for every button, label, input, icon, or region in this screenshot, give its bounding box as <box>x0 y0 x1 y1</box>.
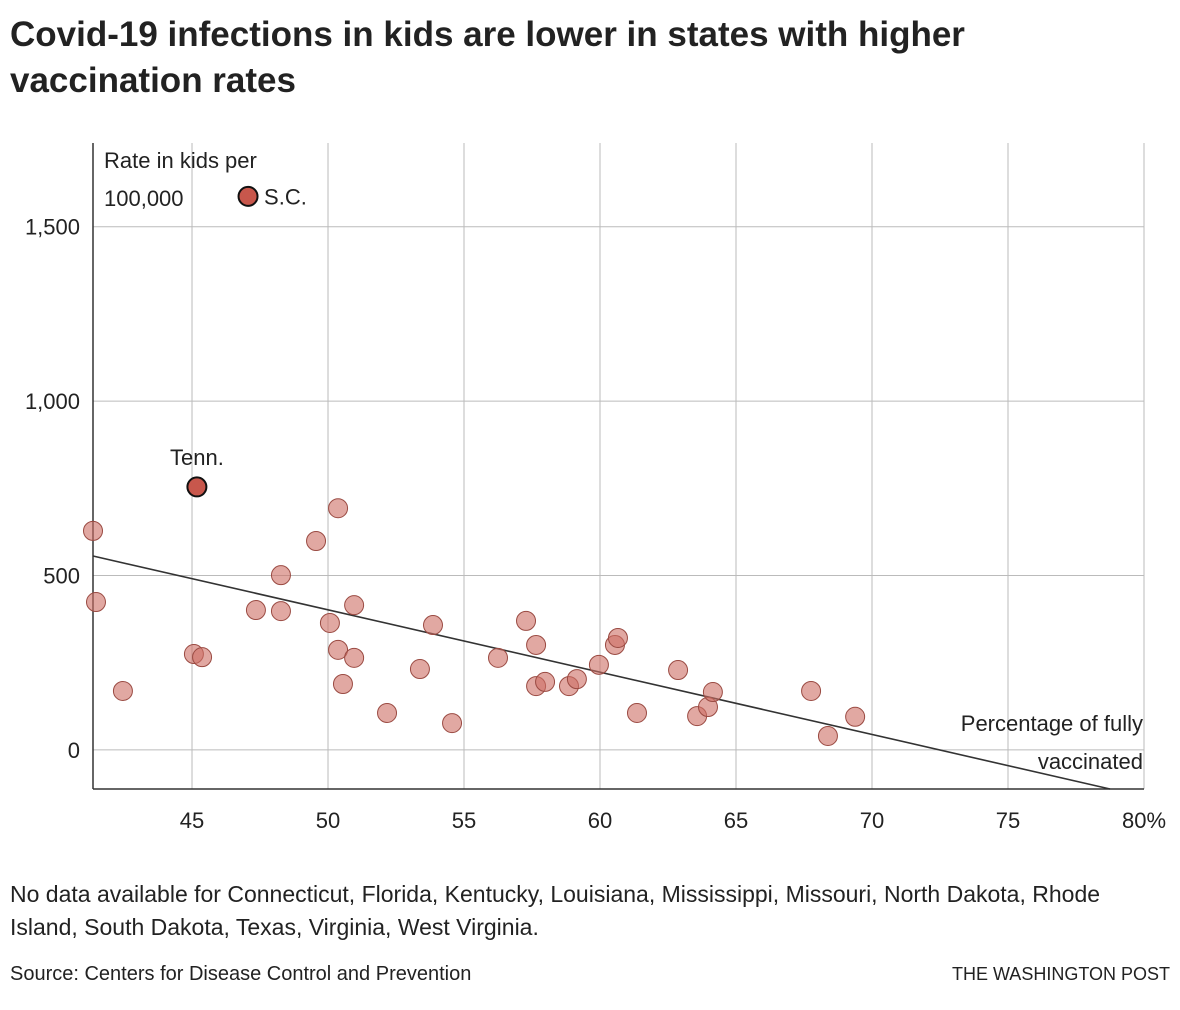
point <box>245 600 266 621</box>
chart-title: Covid-19 infections in kids are lower in… <box>10 15 965 100</box>
point <box>607 627 628 648</box>
point <box>535 671 556 692</box>
y-axis-label: 100,000 <box>104 186 184 211</box>
point <box>817 725 838 746</box>
point <box>409 659 430 680</box>
point <box>328 639 349 660</box>
x-tick-label: 80% <box>1122 808 1166 833</box>
source: Source: Centers for Disease Control and … <box>10 963 472 985</box>
point <box>442 713 463 734</box>
point <box>83 520 103 541</box>
point <box>328 498 349 519</box>
y-tick-label: 0 <box>68 738 80 763</box>
x-tick-label: 75 <box>996 808 1020 833</box>
point <box>344 595 365 616</box>
x-axis-label: Percentage of fully <box>961 711 1143 736</box>
point <box>237 185 259 207</box>
point <box>588 654 609 675</box>
point <box>845 706 866 727</box>
point <box>319 612 340 633</box>
point <box>332 674 353 695</box>
point <box>377 702 398 723</box>
x-tick-label: 55 <box>452 808 476 833</box>
point <box>668 660 689 681</box>
point <box>112 680 133 701</box>
point <box>270 565 291 586</box>
x-tick-label: 60 <box>588 808 612 833</box>
point <box>270 601 291 622</box>
point <box>488 647 509 668</box>
point <box>702 682 723 703</box>
chart: 0 500 1,000 1,500 45 50 55 60 65 70 75 80% Rate in k… <box>25 143 1166 833</box>
y-tick-label: 1,500 <box>25 215 80 240</box>
point <box>422 615 443 636</box>
point-label: S.C. <box>264 184 307 209</box>
point <box>801 680 822 701</box>
note: No data available for Connecticut, Flori… <box>10 881 1101 940</box>
point <box>186 476 208 498</box>
point <box>516 610 537 631</box>
point <box>566 669 587 690</box>
point <box>344 647 365 668</box>
y-tick-label: 1,000 <box>25 389 80 414</box>
point <box>85 592 106 613</box>
x-tick-label: 70 <box>860 808 884 833</box>
point <box>626 702 647 723</box>
x-tick-label: 45 <box>180 808 204 833</box>
x-tick-label: 65 <box>724 808 748 833</box>
x-axis-label: vaccinated <box>1038 749 1143 774</box>
y-axis-label: Rate in kids per <box>104 148 257 173</box>
point <box>526 634 547 655</box>
point <box>192 647 213 668</box>
y-tick-label: 500 <box>43 564 80 589</box>
credit: THE WASHINGTON POST <box>951 964 1170 984</box>
point-label: Tenn. <box>170 445 224 470</box>
point <box>306 530 327 551</box>
x-tick-label: 50 <box>316 808 340 833</box>
